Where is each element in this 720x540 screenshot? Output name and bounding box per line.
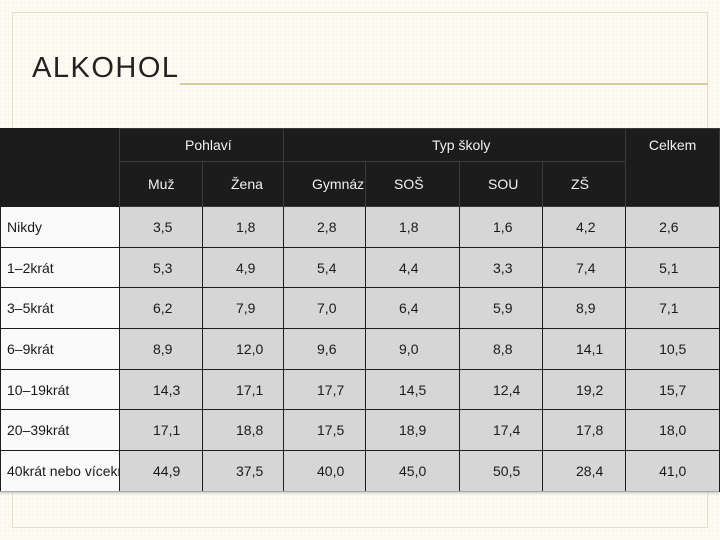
- row-label: 40krát nebo vícekrát: [0, 450, 120, 492]
- row-label: 20–39krát: [0, 409, 120, 452]
- table-row: 10–19krát 14,3 17,1 17,7 14,5 12,4 19,2 15,7: [0, 368, 720, 411]
- table-cell: 14,1: [542, 328, 627, 370]
- table-cell: 7,9: [201, 287, 285, 330]
- table-bottom-shadow: [0, 491, 719, 495]
- table-cell: 2,8: [283, 206, 367, 248]
- table-cell: 37,5: [201, 450, 285, 492]
- table-cell: 12,0: [201, 328, 285, 370]
- table-cell: 8,9: [119, 328, 203, 370]
- table-cell: 41,0: [625, 450, 720, 492]
- table-cell: 17,8: [542, 409, 627, 452]
- column-header: Žena: [201, 161, 285, 207]
- table-row: 40krát nebo vícekrát44,937,540,045,050,5…: [0, 450, 720, 492]
- table-row: 1–2krát 5,3 4,9 5,4 4,4 3,3 7,4 5,1: [0, 246, 720, 289]
- group-header-gender: Pohlaví: [118, 128, 285, 162]
- table-cell: 12,4: [459, 368, 544, 411]
- table-cell: 14,5: [365, 368, 461, 411]
- group-header-school-type: Typ školy: [283, 128, 627, 162]
- table-cell: 8,8: [459, 328, 544, 370]
- table-cell: 1,8: [365, 206, 461, 248]
- data-table: Pohlaví Typ školy Celkem MužŽenaGymnáziu…: [0, 128, 720, 492]
- table-cell: 15,7: [625, 368, 720, 411]
- table-row: 6–9krát 8,9 12,0 9,6 9,0 8,8 14,1 10,5: [0, 328, 720, 370]
- group-header-row: Pohlaví Typ školy Celkem: [0, 128, 720, 207]
- table-row: 3–5krát 6,2 7,9 7,0 6,4 5,9 8,9 7,1: [0, 287, 720, 330]
- table-cell: 5,9: [459, 287, 544, 330]
- table-cell: 5,3: [119, 246, 203, 289]
- table-cell: 4,2: [542, 206, 627, 248]
- title-underline: [180, 83, 708, 85]
- table-cell: 5,4: [283, 246, 367, 289]
- table-cell: 10,5: [625, 328, 720, 370]
- column-header: ZŠ: [542, 161, 627, 207]
- table-cell: 44,9: [119, 450, 203, 492]
- table-cell: 17,4: [459, 409, 544, 452]
- table-cell: 7,0: [283, 287, 367, 330]
- table-cell: 18,9: [365, 409, 461, 452]
- table-cell: 17,1: [201, 368, 285, 411]
- table-cell: 17,7: [283, 368, 367, 411]
- table-cell: 7,1: [625, 287, 720, 330]
- table-image: Pohlaví Typ školy Celkem MužŽenaGymnáziu…: [0, 128, 720, 492]
- column-header: SOŠ: [365, 161, 461, 207]
- column-header-row: MužŽenaGymnáziumSOŠSOUZŠ: [1, 161, 720, 207]
- table-cell: 17,1: [119, 409, 203, 452]
- table-cell: 17,5: [283, 409, 367, 452]
- table-cell: 19,2: [542, 368, 627, 411]
- table-cell: 6,2: [119, 287, 203, 330]
- table-cell: 1,8: [201, 206, 285, 248]
- table-cell: 50,5: [459, 450, 544, 492]
- row-label: 6–9krát: [0, 328, 120, 370]
- group-header-total: Celkem: [625, 128, 720, 207]
- table-cell: 14,3: [119, 368, 203, 411]
- table-cell: 6,4: [365, 287, 461, 330]
- table-cell: 1,6: [459, 206, 544, 248]
- table-cell: 4,9: [201, 246, 285, 289]
- table-cell: 4,4: [365, 246, 461, 289]
- table-cell: 18,0: [625, 409, 720, 452]
- table-cell: 3,5: [119, 206, 203, 248]
- column-header: Muž: [119, 161, 203, 207]
- table-body: Nikdy 3,5 1,8 2,8 1,8 1,6 4,2 2,6 1–2krát 5,3 4,9 5…: [0, 206, 720, 492]
- table-cell: 3,3: [459, 246, 544, 289]
- slide-title: ALKOHOL: [32, 52, 180, 84]
- table-cell: 8,9: [542, 287, 627, 330]
- row-label: 10–19krát: [0, 368, 120, 411]
- table-cell: 28,4: [542, 450, 627, 492]
- table-cell: 40,0: [283, 450, 367, 492]
- table-cell: 45,0: [365, 450, 461, 492]
- row-label: 3–5krát: [0, 287, 120, 330]
- column-header: SOU: [459, 161, 544, 207]
- header-corner: [0, 128, 120, 207]
- table-cell: 2,6: [625, 206, 720, 248]
- row-label: 1–2krát: [0, 246, 120, 289]
- table-cell: 9,0: [365, 328, 461, 370]
- table-cell: 18,8: [201, 409, 285, 452]
- table-row: Nikdy 3,5 1,8 2,8 1,8 1,6 4,2 2,6: [0, 206, 720, 248]
- table-row: 20–39krát 17,1 18,8 17,5 18,9 17,4 17,8 18,0: [0, 409, 720, 452]
- column-header: Gymnázium: [283, 161, 367, 207]
- row-label: Nikdy: [0, 206, 120, 248]
- table-cell: 5,1: [625, 246, 720, 289]
- table-cell: 9,6: [283, 328, 367, 370]
- table-cell: 7,4: [542, 246, 627, 289]
